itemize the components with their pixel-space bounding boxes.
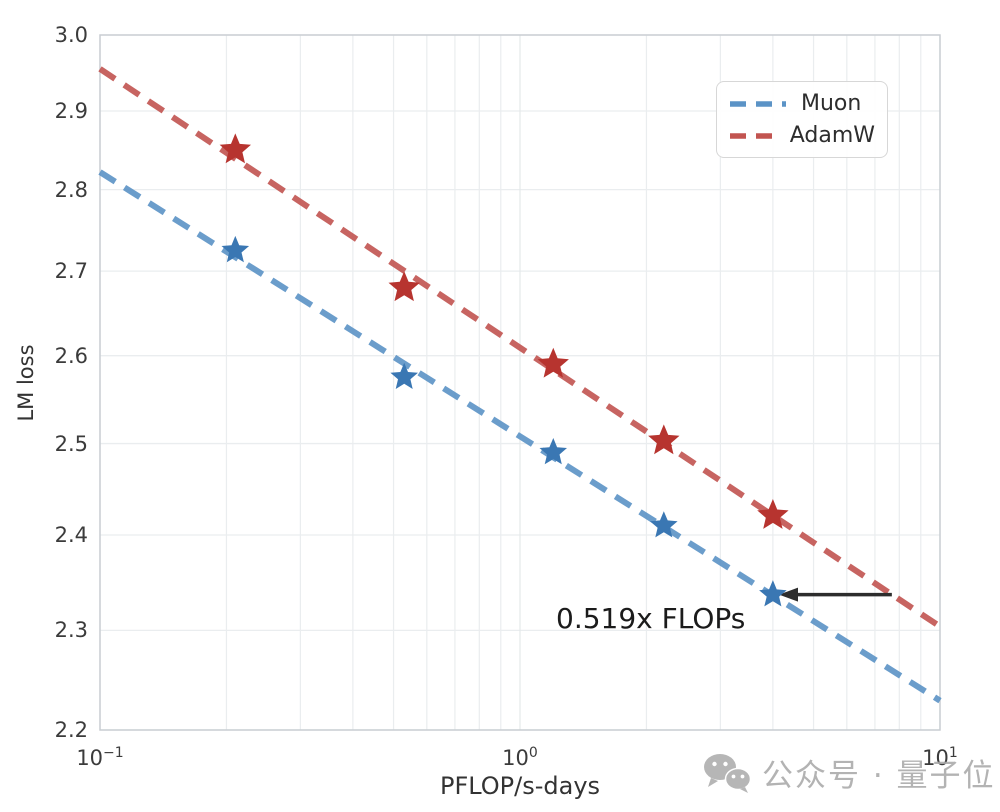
muon-trend-line [98,169,942,704]
x-tick-base: 10 [502,746,529,770]
legend-label: Muon [801,91,862,116]
x-tick-exponent: 0 [528,745,538,761]
data-points [219,133,789,607]
muon-data-point [390,362,418,389]
x-tick-label: 10−1 [55,741,145,770]
adamw-data-point [219,133,251,164]
y-tick-label: 2.2 [54,718,88,742]
x-tick-label: 100 [475,741,565,770]
grid-lines [99,34,941,731]
y-tick-label: 2.8 [54,177,88,202]
plot-border [99,34,941,731]
y-tick-label: 2.7 [54,259,88,284]
legend-dash-sample [730,100,786,107]
legend-label: AdamW [789,123,875,148]
arrow-head [779,587,799,602]
watermark: 公众号 · 量子位 [702,750,996,795]
y-tick-label: 2.5 [54,431,88,456]
x-tick-label: 101 [895,741,985,770]
adamw-data-point [648,424,680,455]
flops-arrow [779,587,892,602]
x-tick-base: 10 [76,746,104,770]
x-axis-title: PFLOP/s-days [439,772,601,800]
muon-data-point [759,580,787,607]
legend-entry-adamw: AdamW [729,123,875,148]
adamw-data-point [537,347,569,378]
y-tick-label: 2.9 [54,98,88,123]
x-tick-exponent: 1 [948,745,958,761]
y-tick-label: 2.3 [54,618,88,643]
watermark-text: 公众号 · 量子位 [762,758,996,794]
x-tick-exponent: −1 [103,745,124,761]
muon-data-point [221,235,250,263]
y-tick-label: 3.0 [54,23,88,47]
adamw-trend-line [98,66,942,629]
muon-data-point [539,438,567,465]
legend: Muon AdamW [716,81,888,158]
adamw-data-point [757,499,789,529]
legend-dash-sample [730,132,776,139]
trend-lines [98,66,942,704]
muon-data-point [650,511,678,538]
x-tick-base: 10 [922,746,949,770]
adamw-data-point [388,271,420,302]
y-tick-label: 2.6 [54,343,88,368]
annotation-flops-ratio: 0.519x FLOPs [556,602,746,635]
legend-entry-muon: Muon [729,91,875,116]
y-tick-label: 2.4 [54,523,88,548]
wechat-icon [704,753,752,793]
